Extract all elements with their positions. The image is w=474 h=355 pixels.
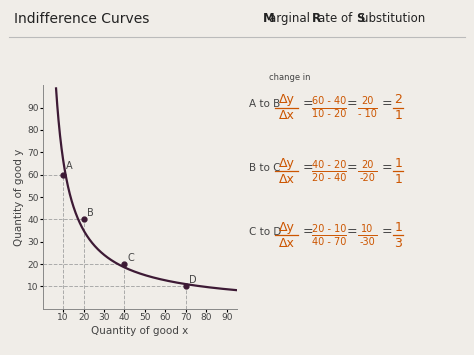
Text: =: = — [347, 225, 357, 238]
Text: -20: -20 — [359, 173, 375, 183]
Text: A: A — [66, 161, 73, 171]
Text: R: R — [312, 12, 321, 26]
Text: 10 - 20: 10 - 20 — [312, 109, 346, 119]
Text: B: B — [87, 208, 93, 218]
Text: B to C: B to C — [249, 163, 280, 173]
Text: =: = — [382, 225, 392, 238]
Text: 20: 20 — [361, 96, 374, 106]
Text: C to D: C to D — [249, 227, 281, 237]
Text: - 10: - 10 — [358, 109, 377, 119]
Text: =: = — [382, 162, 392, 174]
Text: Δy: Δy — [279, 157, 295, 170]
Y-axis label: Quantity of good y: Quantity of good y — [14, 148, 24, 246]
Text: M: M — [263, 12, 275, 26]
Text: 20 - 10: 20 - 10 — [312, 224, 346, 234]
Text: 1: 1 — [394, 220, 402, 234]
Text: =: = — [347, 162, 357, 174]
Text: 1: 1 — [394, 157, 402, 170]
Text: 60 - 40: 60 - 40 — [312, 96, 346, 106]
Text: 20: 20 — [361, 160, 374, 170]
Text: Δx: Δx — [279, 237, 295, 250]
Text: 10: 10 — [361, 224, 374, 234]
Text: =: = — [382, 98, 392, 110]
Text: Indifference Curves: Indifference Curves — [14, 12, 150, 26]
Text: 40 - 20: 40 - 20 — [312, 160, 346, 170]
Text: ubstitution: ubstitution — [361, 12, 426, 26]
Text: A to B: A to B — [249, 99, 280, 109]
Text: Δx: Δx — [279, 173, 295, 186]
X-axis label: Quantity of good x: Quantity of good x — [91, 326, 189, 336]
Text: -30: -30 — [359, 237, 375, 247]
Text: =: = — [347, 98, 357, 110]
Text: change in: change in — [269, 73, 310, 82]
Text: Δy: Δy — [279, 220, 295, 234]
Text: 1: 1 — [394, 173, 402, 186]
Text: 40 - 70: 40 - 70 — [312, 237, 346, 247]
Text: Δx: Δx — [279, 109, 295, 122]
Text: =: = — [302, 98, 313, 110]
Text: 1: 1 — [394, 109, 402, 122]
Text: 3: 3 — [394, 237, 402, 250]
Text: Δy: Δy — [279, 93, 295, 106]
Text: 2: 2 — [394, 93, 402, 106]
Text: C: C — [128, 253, 134, 263]
Text: ate of: ate of — [318, 12, 356, 26]
Text: D: D — [189, 275, 197, 285]
Text: arginal: arginal — [268, 12, 313, 26]
Text: =: = — [302, 162, 313, 174]
Text: =: = — [302, 225, 313, 238]
Text: S: S — [356, 12, 364, 26]
Text: 20 - 40: 20 - 40 — [312, 173, 346, 183]
